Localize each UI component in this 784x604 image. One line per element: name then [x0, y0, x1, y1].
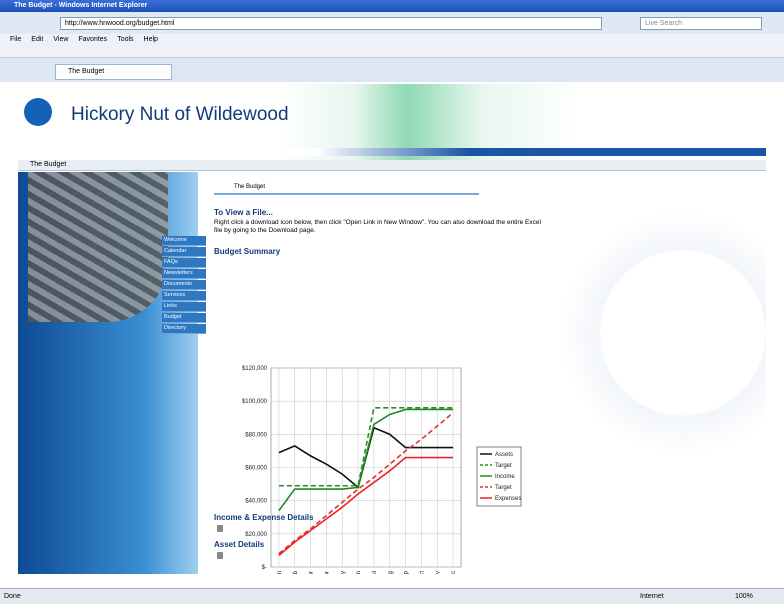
legend-label: Assets [495, 452, 513, 458]
nav-link[interactable]: Calendar [162, 247, 206, 257]
y-tick-label: $- [262, 565, 267, 571]
menu-item[interactable]: Edit [31, 36, 43, 43]
nav-link[interactable]: Directory [162, 324, 206, 334]
window-title: The Budget - Windows Internet Explorer [0, 0, 784, 12]
download-icon[interactable] [217, 552, 223, 559]
x-tick-label: Jan [277, 571, 283, 574]
site-title: Hickory Nut of Wildewood [71, 104, 289, 126]
y-tick-label: $80,000 [245, 432, 267, 438]
screen: The Budget - Windows Internet Explorer h… [0, 0, 784, 603]
content-tab: The Budget [214, 182, 479, 195]
breadcrumb[interactable]: The Budget [30, 161, 66, 168]
status-bar: Done Internet 100% [0, 588, 784, 604]
url[interactable]: http://www.hnwood.org/budget.html [60, 17, 602, 30]
menu-item[interactable]: Help [144, 36, 158, 43]
x-tick-label: Apr [324, 571, 330, 574]
x-tick-label: Sep [404, 570, 410, 574]
background [558, 172, 766, 574]
legend-label: Expenses [495, 496, 521, 502]
x-tick-label: Jun [356, 571, 362, 574]
search-box[interactable]: Live Search [640, 17, 762, 30]
nav-link[interactable]: Links [162, 302, 206, 312]
download-icon[interactable] [217, 525, 223, 532]
x-tick-label: Dec [451, 571, 457, 574]
page: Budget { "window": {"title": "The Budget… [0, 0, 784, 603]
heading[interactable]: Income & Expense Details [214, 513, 314, 522]
nav-link[interactable]: Budget [162, 313, 206, 323]
heading[interactable]: Asset Details [214, 540, 264, 549]
logo [24, 98, 52, 126]
x-tick-label: Nov [435, 571, 441, 574]
y-tick-label: $60,000 [245, 466, 267, 472]
nav-link[interactable]: Services [162, 291, 206, 301]
x-tick-label: Feb [293, 570, 299, 574]
x-tick-label: Jul [372, 571, 378, 574]
menu-item[interactable]: Favorites [78, 36, 107, 43]
left-panel [18, 172, 198, 574]
tab[interactable]: The Budget [55, 64, 172, 80]
x-tick-label: Aug [388, 571, 394, 574]
x-tick-label: May [340, 571, 346, 574]
nav-link[interactable]: Newsletters [162, 269, 206, 279]
band [18, 148, 766, 156]
y-tick-label: $20,000 [245, 532, 267, 538]
legend-label: Target [495, 485, 512, 491]
nav-link[interactable]: Documents [162, 280, 206, 290]
legend-label: Target [495, 463, 512, 469]
viewport: Hickory Nut of Wildewood The Budget Welc… [18, 84, 766, 574]
y-tick-label: $120,000 [242, 366, 268, 372]
y-tick-label: $40,000 [245, 499, 267, 505]
nav-link[interactable]: FAQs [162, 258, 206, 268]
zone: Internet [640, 589, 664, 604]
x-tick-label: Mar [309, 571, 315, 574]
menu-bar: File Edit View Favorites Tools Help [0, 34, 784, 45]
photo [28, 172, 168, 322]
nav-link[interactable]: Welcome [162, 236, 206, 246]
x-tick-label: Oct [419, 571, 425, 574]
menu-item[interactable]: File [10, 36, 21, 43]
y-tick-label: $100,000 [242, 399, 268, 405]
menu-item[interactable]: View [53, 36, 68, 43]
legend-label: Income [495, 474, 515, 480]
menu-item[interactable]: Tools [117, 36, 133, 43]
breadcrumb-bar: The Budget [18, 160, 766, 171]
heading: Budget Summary [214, 247, 280, 256]
zoom[interactable]: 100% [735, 589, 753, 604]
heading: To View a File... [214, 208, 273, 217]
paragraph: Right click a download icon below, then … [214, 219, 544, 235]
favorites-bar [0, 45, 784, 58]
status-text: Done [4, 593, 21, 600]
